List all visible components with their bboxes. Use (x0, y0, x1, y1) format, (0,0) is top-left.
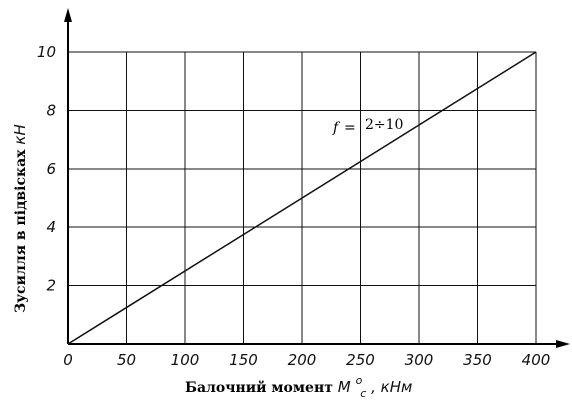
xlabel-unit: , кНм (371, 378, 412, 396)
xlabel-symbol: M (338, 378, 351, 396)
y-tick-label-8: 8 (46, 101, 56, 119)
x-tick-label-150: 150 (229, 351, 258, 369)
y-tick-label-2: 2 (46, 277, 56, 295)
annotation-f: f (332, 120, 341, 136)
grid (68, 51, 537, 344)
annotation: f = 2÷10 (332, 117, 403, 136)
x-tick-label-250: 250 (346, 351, 375, 369)
series-line-0 (67, 51, 537, 345)
x-tick-label-300: 300 (405, 351, 434, 369)
x-axis-title: Балочний момент M o c , кНм (185, 372, 412, 401)
x-tick-label-50: 50 (117, 351, 136, 369)
svg-text:Балочний момент M: Балочний момент M o c , кНм (185, 372, 412, 401)
ylabel-main: Зусилля в підвісках (13, 145, 29, 313)
x-axis-arrow (556, 340, 570, 348)
series (67, 51, 537, 345)
xlabel-main: Балочний момент (185, 379, 338, 396)
xlabel-superscript: o (356, 374, 363, 387)
y-tick-label-4: 4 (46, 218, 56, 236)
x-tick-label-200: 200 (288, 351, 317, 369)
x-tick-label-0: 0 (63, 351, 73, 369)
y-axis-title: Зусилля в підвісках кН (11, 124, 29, 313)
ylabel-unit: кН (11, 124, 29, 144)
x-tick-label-350: 350 (463, 351, 492, 369)
x-tick-label-100: 100 (171, 351, 200, 369)
annotation-eq: = (344, 120, 356, 136)
y-tick-label-6: 6 (46, 160, 56, 178)
xlabel-subscript: c (360, 387, 366, 400)
y-axis-arrow (64, 8, 72, 22)
tick-labels: 0 50 100 150 200 250 300 350 400 2 4 6 8 10 (37, 43, 550, 369)
y-tick-label-10: 10 (37, 43, 56, 61)
svg-text:Зусилля в підвісках к: Зусилля в підвісках кН (11, 124, 29, 313)
axes (64, 8, 570, 348)
annotation-value: 2÷10 (365, 117, 403, 133)
x-tick-label-400: 400 (522, 351, 551, 369)
